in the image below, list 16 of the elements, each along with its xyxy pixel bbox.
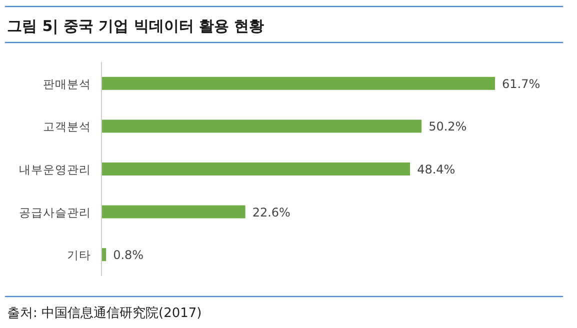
data-label: 0.8% [113,248,144,262]
data-label: 48.4% [417,162,456,176]
y-tick-label: 판매분석 [43,76,91,91]
bar [101,76,495,90]
bar [101,162,410,176]
data-label: 22.6% [252,205,290,220]
chart-title: 그림 5| 중국 기업 빅데이터 활용 현황 [7,17,264,35]
y-tick-label: 고객분석 [43,120,91,134]
data-label: 61.7% [502,76,540,91]
y-tick-label: 기타 [67,248,91,262]
bar [101,205,246,218]
y-tick-label: 공급사슬관리 [19,205,91,220]
bar [101,120,422,133]
source-note: 출처: 中国信息通信研究院(2017) [7,306,202,321]
y-tick-label: 내부운영관리 [19,162,91,176]
data-label: 50.2% [428,120,467,134]
